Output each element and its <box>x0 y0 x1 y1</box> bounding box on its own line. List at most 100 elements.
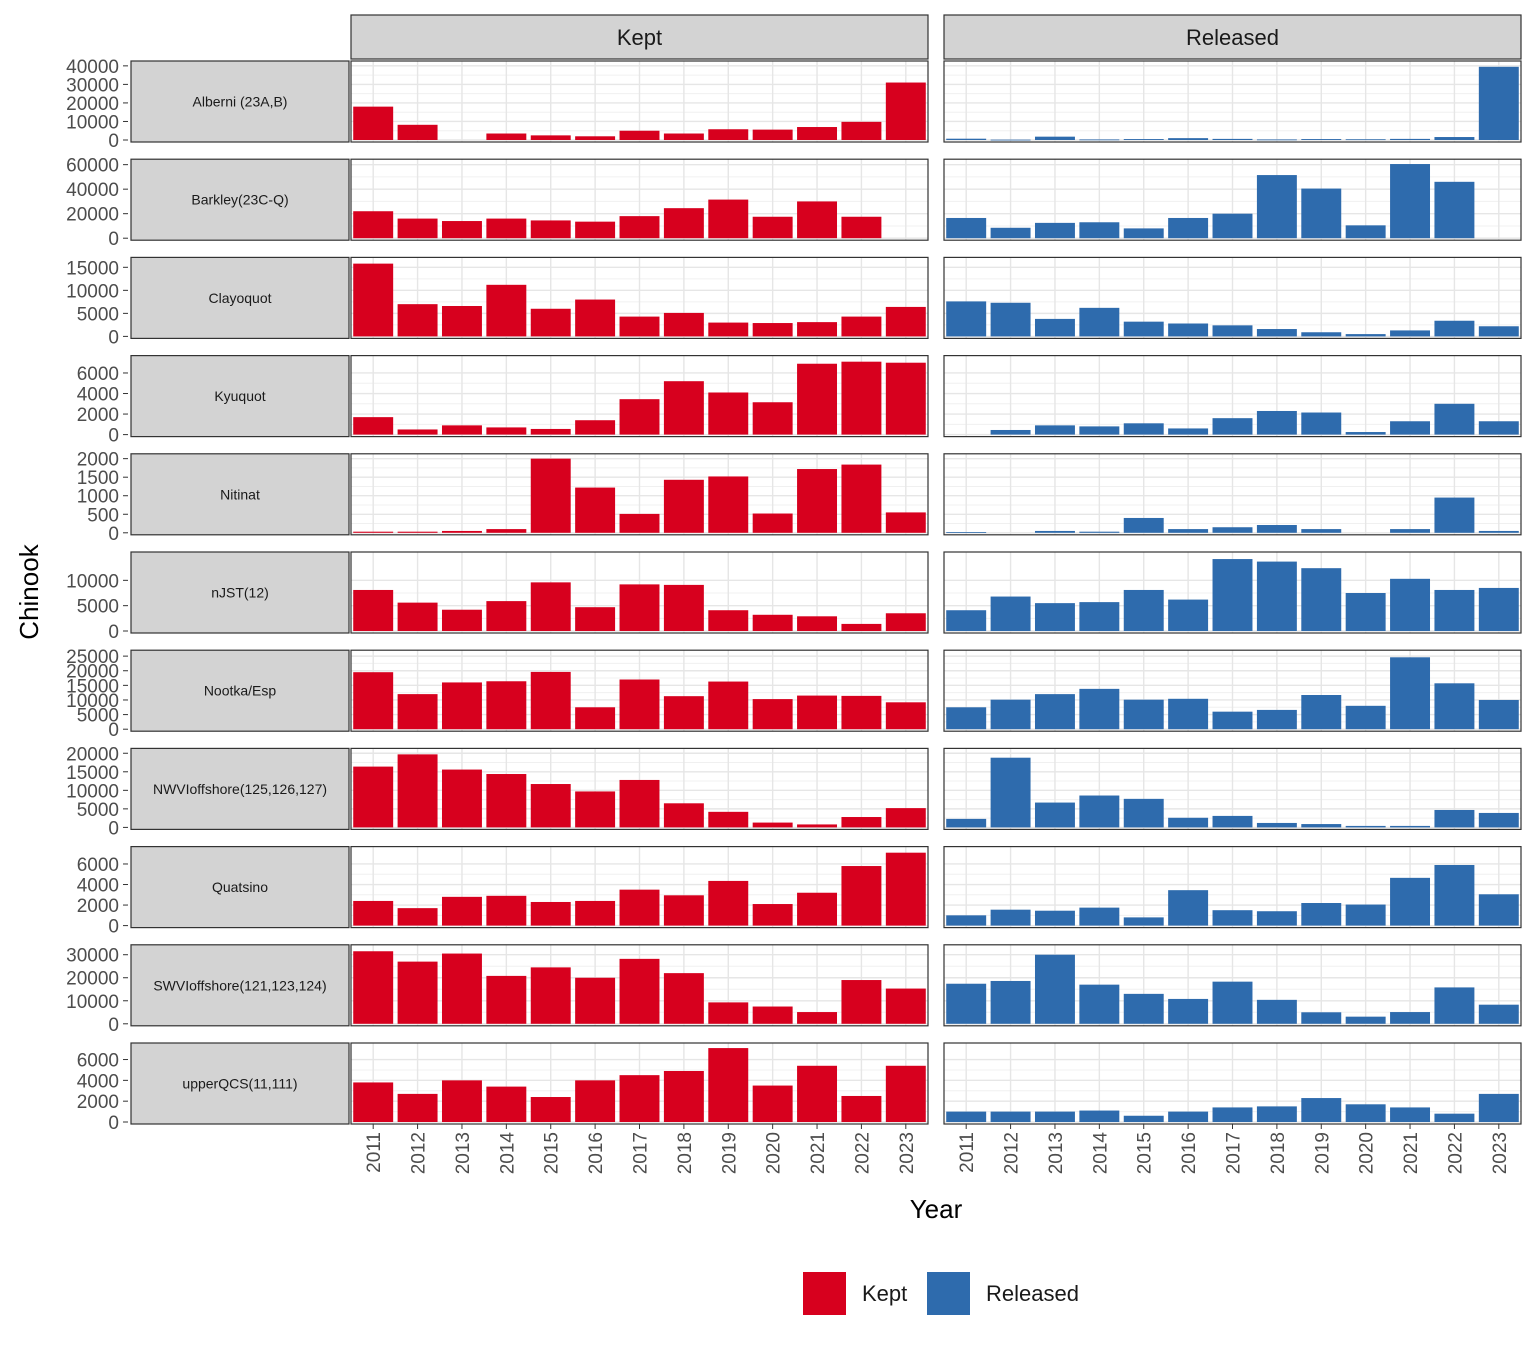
row-strip-label: Barkley(23C-Q) <box>191 192 288 208</box>
bar-kept-2021 <box>797 322 838 337</box>
y-tick-label: 30000 <box>66 75 119 96</box>
bar-released-2019 <box>1301 695 1342 730</box>
bar-kept-2013 <box>441 306 482 337</box>
bar-released-2019 <box>1301 1098 1342 1122</box>
bar-released-2016 <box>1168 1111 1209 1122</box>
bar-kept-2014 <box>486 427 527 435</box>
bar-released-2014 <box>1079 688 1120 730</box>
bar-kept-2011 <box>353 766 394 828</box>
bar-released-2023 <box>1478 587 1519 631</box>
bar-kept-2020 <box>752 323 793 337</box>
bar-released-2016 <box>1168 217 1209 239</box>
bar-kept-2015 <box>530 1097 571 1122</box>
y-tick-label: 5000 <box>77 304 119 325</box>
row-strip <box>130 60 350 143</box>
x-tick-label: 2022 <box>852 1132 873 1174</box>
bar-kept-2014 <box>486 895 527 926</box>
bar-released-2019 <box>1301 332 1342 337</box>
bar-released-2023 <box>1478 421 1519 435</box>
y-tick-label: 20000 <box>66 744 119 765</box>
x-tick-label: 2021 <box>1401 1132 1422 1174</box>
x-tick-label: 2013 <box>453 1132 474 1174</box>
legend-swatch-released <box>927 1272 970 1315</box>
bar-released-2011 <box>946 1111 987 1122</box>
bar-released-2021 <box>1390 529 1431 533</box>
x-tick-label: 2018 <box>1268 1132 1289 1174</box>
bar-kept-2013 <box>441 769 482 828</box>
bar-released-2020 <box>1345 825 1386 828</box>
bar-kept-2017 <box>619 399 660 435</box>
panel-border <box>943 649 1522 732</box>
bar-kept-2022 <box>841 866 882 926</box>
bar-released-2018 <box>1256 175 1297 239</box>
bar-released-2017 <box>1212 910 1253 926</box>
bar-kept-2021 <box>797 201 838 239</box>
bar-released-2021 <box>1390 1107 1431 1122</box>
y-tick-label: 10000 <box>66 781 119 802</box>
column-strip-released <box>943 14 1522 60</box>
row-strip <box>130 551 350 634</box>
bar-released-2022 <box>1434 865 1475 926</box>
bar-released-2013 <box>1034 802 1075 828</box>
y-tick-label: 6000 <box>77 855 119 876</box>
bar-kept-2017 <box>619 958 660 1024</box>
row-strip-label: Clayoquot <box>208 290 271 306</box>
x-tick-label: 2012 <box>1002 1132 1023 1174</box>
bar-kept-2018 <box>663 696 704 730</box>
bar-kept-2020 <box>752 904 793 926</box>
bar-released-2022 <box>1434 1113 1475 1122</box>
x-tick-label: 2016 <box>1179 1132 1200 1174</box>
bar-kept-2022 <box>841 623 882 631</box>
bar-kept-2019 <box>708 476 749 533</box>
bar-kept-2014 <box>486 218 527 239</box>
row-strip-label: SWVIoffshore(121,123,124) <box>153 977 326 993</box>
bar-released-2017 <box>1212 213 1253 239</box>
bar-released-2014 <box>1079 139 1120 141</box>
bar-kept-2017 <box>619 584 660 631</box>
bar-released-2018 <box>1256 525 1297 533</box>
bar-released-2016 <box>1168 998 1209 1024</box>
bar-kept-2015 <box>530 967 571 1024</box>
bar-kept-2011 <box>353 589 394 631</box>
row-strip <box>130 256 350 339</box>
bar-released-2013 <box>1034 136 1075 140</box>
bar-released-2012 <box>990 699 1031 730</box>
bar-kept-2019 <box>708 880 749 926</box>
y-tick-label: 4000 <box>77 385 119 406</box>
bar-released-2012 <box>990 227 1031 239</box>
bar-released-2013 <box>1034 222 1075 239</box>
x-tick-label: 2015 <box>1135 1132 1156 1174</box>
bar-released-2019 <box>1301 529 1342 533</box>
bar-kept-2015 <box>530 582 571 631</box>
y-tick-label: 0 <box>108 131 119 152</box>
bar-released-2019 <box>1301 824 1342 828</box>
panel-border <box>943 355 1522 438</box>
bar-released-2021 <box>1390 421 1431 435</box>
bar-released-2016 <box>1168 529 1209 533</box>
bar-kept-2016 <box>575 420 616 435</box>
bar-kept-2014 <box>486 774 527 828</box>
bar-kept-2017 <box>619 216 660 239</box>
bar-kept-2023 <box>885 362 926 435</box>
x-tick-label: 2019 <box>719 1132 740 1174</box>
bar-released-2012 <box>990 909 1031 926</box>
bar-released-2017 <box>1212 981 1253 1024</box>
bar-released-2015 <box>1123 993 1164 1024</box>
bar-released-2017 <box>1212 138 1253 140</box>
panel-kept-10 <box>350 1042 929 1125</box>
x-tick-label: 2015 <box>542 1132 563 1174</box>
panel-border <box>943 453 1522 536</box>
bar-released-2011 <box>946 610 987 631</box>
bar-kept-2015 <box>530 428 571 435</box>
bar-kept-2021 <box>797 1012 838 1024</box>
bar-kept-2015 <box>530 458 571 533</box>
panel-border <box>943 845 1522 929</box>
bar-released-2012 <box>990 429 1031 435</box>
x-tick-label: 2020 <box>1357 1132 1378 1174</box>
bar-kept-2022 <box>841 464 882 533</box>
bar-kept-2018 <box>663 479 704 533</box>
bar-kept-2023 <box>885 82 926 140</box>
row-strip <box>130 1042 350 1125</box>
y-tick-label: 15000 <box>66 763 119 784</box>
bar-released-2014 <box>1079 426 1120 435</box>
